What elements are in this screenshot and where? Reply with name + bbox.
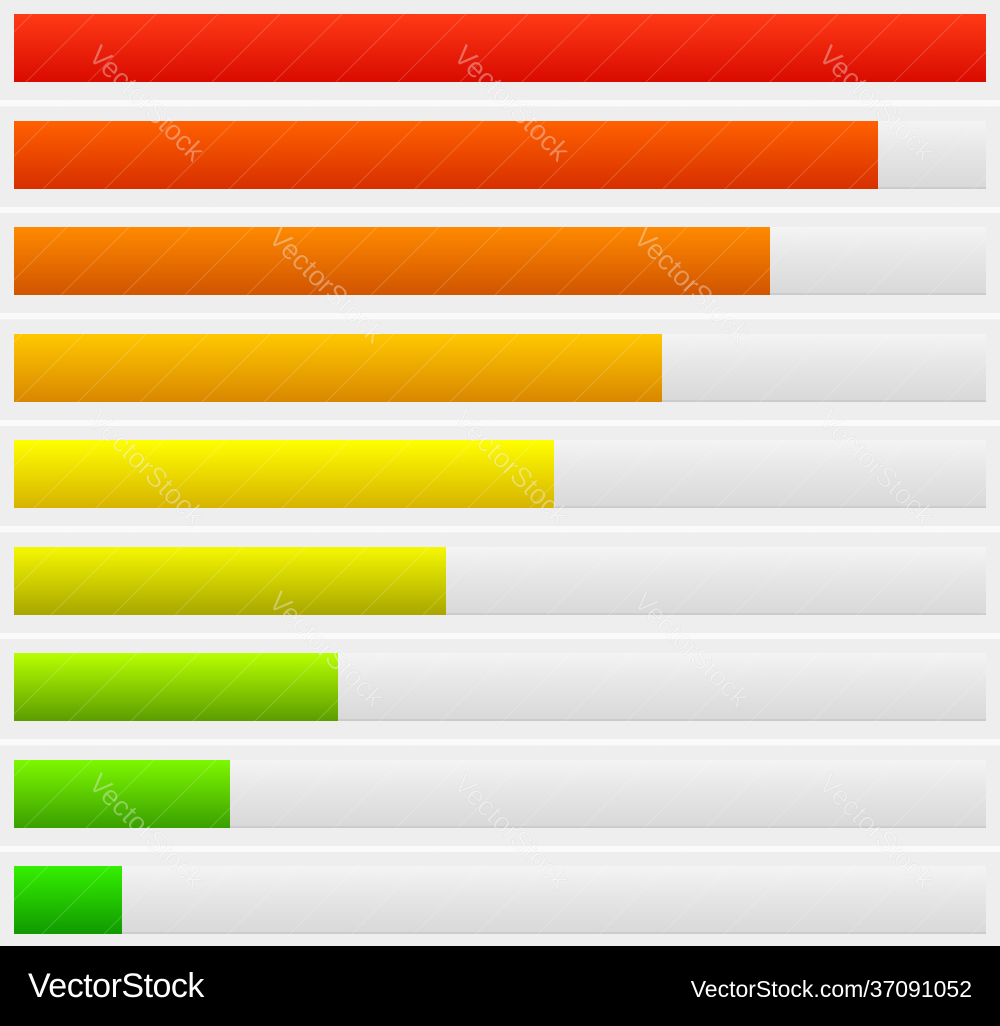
progress-fill [14, 653, 338, 721]
progress-track [14, 121, 986, 189]
progress-fill [14, 334, 662, 402]
progress-row-8 [0, 746, 1000, 852]
progress-track [14, 227, 986, 295]
progress-fill [14, 547, 446, 615]
progress-track [14, 866, 986, 934]
progress-track [14, 547, 986, 615]
progress-fill [14, 440, 554, 508]
progress-row-3 [0, 213, 1000, 319]
footer-image-id: VectorStock.com/37091052 [690, 976, 972, 1002]
progress-fill [14, 121, 878, 189]
progress-track [14, 653, 986, 721]
progress-row-7 [0, 639, 1000, 745]
progress-track [14, 334, 986, 402]
progress-fill [14, 760, 230, 828]
progress-track [14, 14, 986, 82]
footer-bar: VectorStock VectorStock.com/37091052 [0, 946, 1000, 1026]
progress-fill [14, 866, 122, 934]
progress-row-9 [0, 852, 1000, 958]
progress-track [14, 440, 986, 508]
progress-fill [14, 227, 770, 295]
progress-row-1 [0, 0, 1000, 106]
progress-row-4 [0, 320, 1000, 426]
progress-row-5 [0, 426, 1000, 532]
progress-row-6 [0, 533, 1000, 639]
progress-row-2 [0, 107, 1000, 213]
progress-track [14, 760, 986, 828]
progress-fill [14, 14, 986, 82]
footer-brand: VectorStock [28, 967, 204, 1005]
progress-bars-stage: VectorStock VectorStock VectorStock VectorS… [0, 0, 1000, 958]
